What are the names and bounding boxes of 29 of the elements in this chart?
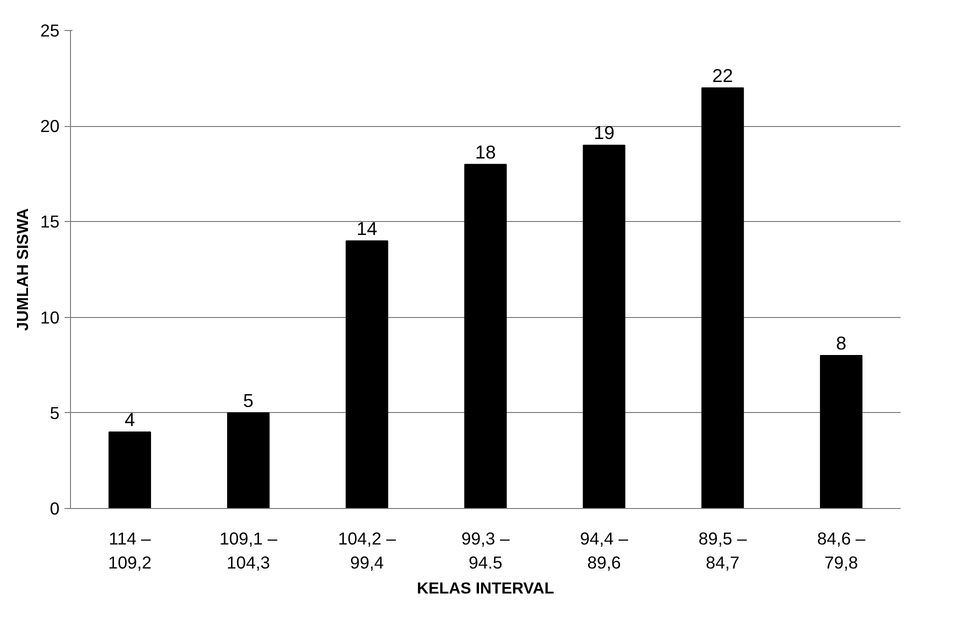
data-label: 19	[594, 122, 614, 144]
y-axis-title: JUMLAH SISWA	[15, 208, 32, 331]
bar	[346, 240, 388, 508]
bar	[108, 432, 152, 508]
data-label: 18	[475, 141, 496, 162]
data-label: 14	[356, 218, 378, 239]
data-label: 5	[243, 390, 254, 411]
x-tick-label: 114 – 109,2	[108, 528, 152, 572]
y-tick-label: 20	[40, 116, 60, 136]
y-tick-label: 0	[50, 498, 60, 518]
x-tick-label: 94,4 – 89,6	[580, 528, 629, 572]
x-tick-label: 84,6 – 79,8	[817, 528, 866, 572]
y-tick-label: 25	[40, 20, 60, 40]
x-tick-label: 109,1 – 104,3	[219, 528, 278, 572]
data-label: 22	[712, 64, 734, 86]
bar	[701, 87, 744, 508]
data-label: 4	[124, 409, 135, 430]
x-axis-title: KELAS INTERVAL	[416, 580, 554, 598]
y-tick-label: 10	[40, 307, 60, 328]
x-tick-label: 89,5 – 84,7	[698, 528, 748, 572]
data-label: 8	[836, 332, 846, 354]
bar	[582, 144, 626, 508]
bar	[227, 412, 270, 508]
y-tick-label: 15	[40, 212, 60, 232]
y-tick-label: 5	[50, 402, 60, 423]
bar	[464, 164, 507, 508]
x-tick-label: 104,2 – 99,4	[338, 528, 396, 572]
bar	[820, 355, 862, 508]
x-tick-label: 99,3 – 94.5	[461, 528, 510, 572]
